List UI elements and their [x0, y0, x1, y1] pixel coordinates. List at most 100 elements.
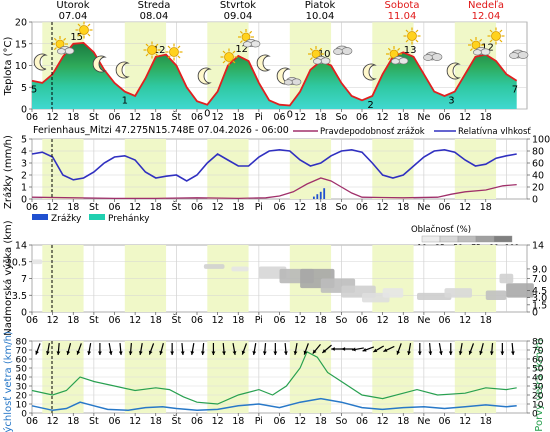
x-tick-label: 06: [356, 315, 368, 326]
x-tick-label: 12: [129, 315, 141, 326]
cloud-icon: [333, 45, 353, 55]
y2-tick-label: 0: [532, 308, 538, 319]
arrow-head: [373, 348, 378, 352]
x-tick-label: 12: [129, 416, 141, 427]
sun-ray: [397, 47, 401, 51]
sun-ray: [489, 29, 493, 33]
sun-ray: [489, 39, 493, 43]
moon-icon: [92, 55, 106, 73]
cloud-legend-swatch: [475, 235, 495, 243]
wind-arrow: [66, 343, 72, 355]
y2-tick-label: 100: [532, 135, 550, 146]
wind-arrow: [283, 342, 288, 356]
x-tick-label: 06: [26, 202, 38, 213]
moon-crescent: [446, 62, 460, 80]
sun-disc: [224, 52, 234, 62]
x-tick-label: 12: [47, 202, 59, 213]
x-tick-label: 18: [315, 112, 327, 123]
sun-icon: [75, 21, 93, 39]
arrow-head: [428, 351, 433, 355]
cloud-puff: [320, 57, 331, 65]
x-tick-label: Ne: [417, 416, 430, 427]
sun-ray: [145, 53, 149, 57]
y-tick-label: 10.5: [6, 257, 27, 268]
arrow-head: [180, 351, 185, 355]
y2-tick-label: 1.5: [532, 300, 547, 311]
cloud-puff: [431, 53, 443, 61]
sun-icon: [487, 27, 505, 45]
y2-tick-label: 9.0: [532, 264, 547, 275]
wind-arrow: [170, 343, 175, 355]
x-tick-label: 12: [212, 416, 224, 427]
day-name: Utorok: [56, 0, 89, 11]
x-tick-label: 06: [26, 315, 38, 326]
cloud-puff: [64, 47, 75, 55]
wind-arrow: [321, 344, 332, 354]
arrow-head: [341, 347, 346, 351]
cloud-puff: [341, 47, 353, 55]
cloud-puff: [333, 48, 343, 55]
x-tick-label: 18: [150, 315, 162, 326]
sun-disc: [55, 39, 65, 49]
sun-ray: [387, 47, 391, 51]
wind-arrow: [128, 342, 133, 356]
x-tick-label: 12: [459, 202, 471, 213]
arrow-head: [448, 351, 453, 355]
sun-disc: [471, 40, 481, 50]
arrow-head: [489, 351, 494, 355]
x-tick-label: Pi: [255, 315, 263, 326]
wind-arrow: [180, 342, 185, 356]
wind-arrow: [407, 342, 412, 356]
cloud-puff: [250, 40, 261, 48]
day-name: Piatok: [305, 0, 336, 11]
moon-icon: [115, 61, 129, 79]
legend-rain-label: Zrážky: [51, 214, 82, 224]
x-tick-label: 12: [47, 112, 59, 123]
sun-ray: [155, 53, 159, 57]
x-tick-label: 12: [294, 112, 306, 123]
arrow-head: [159, 350, 164, 355]
y-tick-label: 14: [15, 241, 27, 252]
x-tick-label: 18: [480, 202, 492, 213]
x-tick-label: Št: [171, 201, 181, 213]
sun-ray: [53, 37, 57, 41]
cloud-cell: [203, 264, 225, 269]
wind-arrow: [222, 342, 226, 356]
temp-value-label: 5: [31, 85, 37, 96]
x-tick-label: So: [335, 112, 347, 123]
wind-arrow: [438, 342, 443, 356]
day-date: 09.04: [224, 11, 253, 22]
x-tick-label: St: [89, 202, 99, 213]
arrow-head: [170, 351, 175, 355]
x-tick-label: 18: [315, 202, 327, 213]
y2-tick-label: 10: [532, 401, 544, 411]
y-tick-label: 0: [21, 410, 27, 420]
wind-arrow: [362, 346, 375, 352]
x-tick-label: 12: [47, 315, 59, 326]
x-tick-label: 12: [459, 416, 471, 427]
arrow-head: [407, 351, 411, 355]
sun-ray: [249, 30, 253, 34]
sun-ray: [239, 30, 243, 34]
legend-prob-label: Pravdepodobnosť zrážok: [320, 127, 425, 137]
cloud-puff: [391, 58, 400, 65]
x-tick-label: 06: [108, 202, 120, 213]
wind-xticks: 06 12 18 St 06 12 18 Št 06 12 18 Pi 06 12 18 So 06 12 18 Ne…: [26, 413, 492, 427]
x-tick-label: St: [89, 315, 99, 326]
sun-ray: [479, 38, 483, 42]
y-tick-label: 0: [21, 105, 27, 116]
y2-tick-label: 50: [532, 365, 544, 375]
legend-showers-swatch: [89, 214, 105, 220]
wind-speed-line: [31, 397, 517, 412]
x-tick-label: 06: [356, 416, 368, 427]
moon-crescent: [197, 67, 211, 85]
cloud-yticks: 0 3.5 7 10.5 14: [6, 241, 32, 319]
x-tick-label: 06: [108, 112, 120, 123]
cloud-cell: [417, 292, 452, 301]
y-tick-label: 1: [21, 183, 27, 194]
daytime-band: [454, 139, 497, 199]
wind-arrow: [45, 342, 50, 356]
sun-ray: [239, 40, 243, 44]
sun-ray: [387, 57, 391, 61]
x-tick-label: 06: [191, 315, 203, 326]
